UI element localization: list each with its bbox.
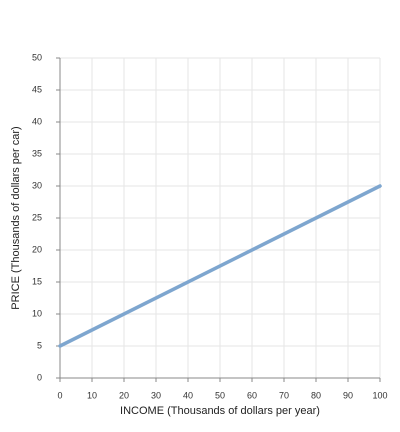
x-tick-label: 10 bbox=[87, 390, 97, 400]
y-tick-label: 25 bbox=[32, 212, 42, 222]
x-tick-label: 30 bbox=[151, 390, 161, 400]
y-tick-label: 30 bbox=[32, 180, 42, 190]
line bbox=[58, 184, 382, 348]
y-tick-label: 35 bbox=[32, 148, 42, 158]
x-tick-label: 100 bbox=[372, 390, 387, 400]
x-axis-label: INCOME (Thousands of dollars per year) bbox=[120, 405, 320, 417]
x-tick-label: 20 bbox=[119, 390, 129, 400]
y-tick-label: 45 bbox=[32, 84, 42, 94]
x-tick-label: 50 bbox=[215, 390, 225, 400]
y-tick-label: 15 bbox=[32, 276, 42, 286]
y-axis-label: PRICE (Thousands of dollars per car) bbox=[10, 126, 22, 309]
x-tick-label: 60 bbox=[247, 390, 257, 400]
x-tick-label: 90 bbox=[343, 390, 353, 400]
y-tick-label: 0 bbox=[37, 372, 42, 382]
y-tick-label: 10 bbox=[32, 308, 42, 318]
y-tick-label: 40 bbox=[32, 116, 42, 126]
x-tick-label: 70 bbox=[279, 390, 289, 400]
y-tick-label: 5 bbox=[37, 340, 42, 350]
x-tick-label: 40 bbox=[183, 390, 193, 400]
x-tick-label: 0 bbox=[57, 390, 62, 400]
y-tick-label: 20 bbox=[32, 244, 42, 254]
y-tick-label: 50 bbox=[32, 52, 42, 62]
x-tick-label: 80 bbox=[311, 390, 321, 400]
